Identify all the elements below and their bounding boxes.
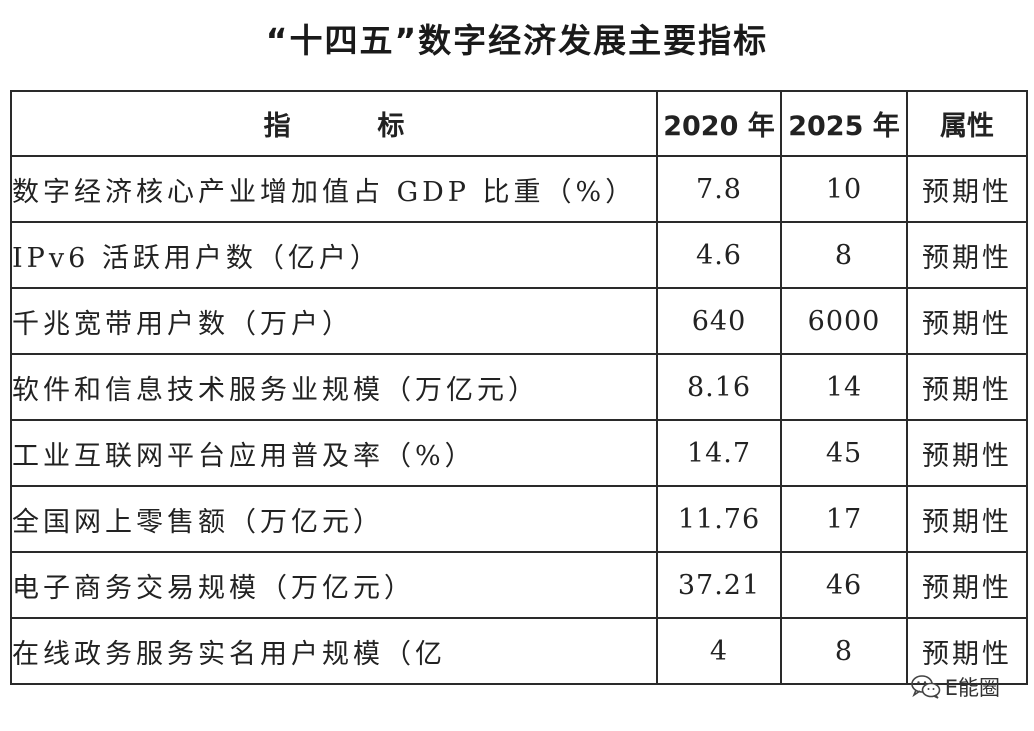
indicator-name: 在线政务服务实名用户规模（亿 [10,617,658,685]
header-attribute: 属性 [906,90,1028,157]
table-row: 全国网上零售额（万亿元） 11.76 17 预期性 [10,485,1028,553]
header-2020: 2020 年 [656,90,782,157]
value-2020: 37.21 [656,551,782,619]
table-row: IPv6 活跃用户数（亿户） 4.6 8 预期性 [10,221,1028,289]
table-row: 在线政务服务实名用户规模（亿 4 8 预期性 [10,617,1028,685]
indicator-name: 千兆宽带用户数（万户） [10,287,658,355]
attribute: 预期性 [906,353,1028,421]
wechat-icon [910,675,941,699]
indicator-name: 数字经济核心产业增加值占 GDP 比重（%） [10,155,658,223]
value-2025: 6000 [780,287,908,355]
attribute: 预期性 [906,551,1028,619]
watermark: E能圈 [910,672,1000,702]
table-row: 数字经济核心产业增加值占 GDP 比重（%） 7.8 10 预期性 [10,155,1028,223]
header-2025: 2025 年 [780,90,908,157]
page-title: “十四五”数字经济发展主要指标 [265,21,769,60]
header-indicator-char-1: 指 [263,111,291,142]
value-2020: 8.16 [656,353,782,421]
value-2025: 10 [780,155,908,223]
table-header-row: 指 标 2020 年 2025 年 属性 [10,90,1028,157]
value-2025: 8 [780,617,908,685]
value-2025: 14 [780,353,908,421]
attribute: 预期性 [906,221,1028,289]
value-2020: 4.6 [656,221,782,289]
indicator-name: 电子商务交易规模（万亿元） [10,551,658,619]
attribute: 预期性 [906,287,1028,355]
table-row: 千兆宽带用户数（万户） 640 6000 预期性 [10,287,1028,355]
value-2025: 17 [780,485,908,553]
indicator-name: IPv6 活跃用户数（亿户） [10,221,658,289]
value-2025: 8 [780,221,908,289]
attribute: 预期性 [906,155,1028,223]
value-2020: 4 [656,617,782,685]
indicator-name: 全国网上零售额（万亿元） [10,485,658,553]
attribute: 预期性 [906,617,1028,685]
header-indicator-char-2: 标 [377,111,405,142]
table-row: 电子商务交易规模（万亿元） 37.21 46 预期性 [10,551,1028,619]
value-2025: 46 [780,551,908,619]
value-2020: 7.8 [656,155,782,223]
watermark-text: E能圈 [944,676,1000,700]
value-2025: 45 [780,419,908,487]
attribute: 预期性 [906,485,1028,553]
indicator-name: 软件和信息技术服务业规模（万亿元） [10,353,658,421]
attribute: 预期性 [906,419,1028,487]
value-2020: 640 [656,287,782,355]
indicators-table: 指 标 2020 年 2025 年 属性 数字经济核心产业增加值占 GDP 比重… [10,90,1028,685]
header-indicator: 指 标 [10,90,658,157]
table-row: 软件和信息技术服务业规模（万亿元） 8.16 14 预期性 [10,353,1028,421]
indicator-name: 工业互联网平台应用普及率（%） [10,419,658,487]
table-row: 工业互联网平台应用普及率（%） 14.7 45 预期性 [10,419,1028,487]
value-2020: 11.76 [656,485,782,553]
value-2020: 14.7 [656,419,782,487]
